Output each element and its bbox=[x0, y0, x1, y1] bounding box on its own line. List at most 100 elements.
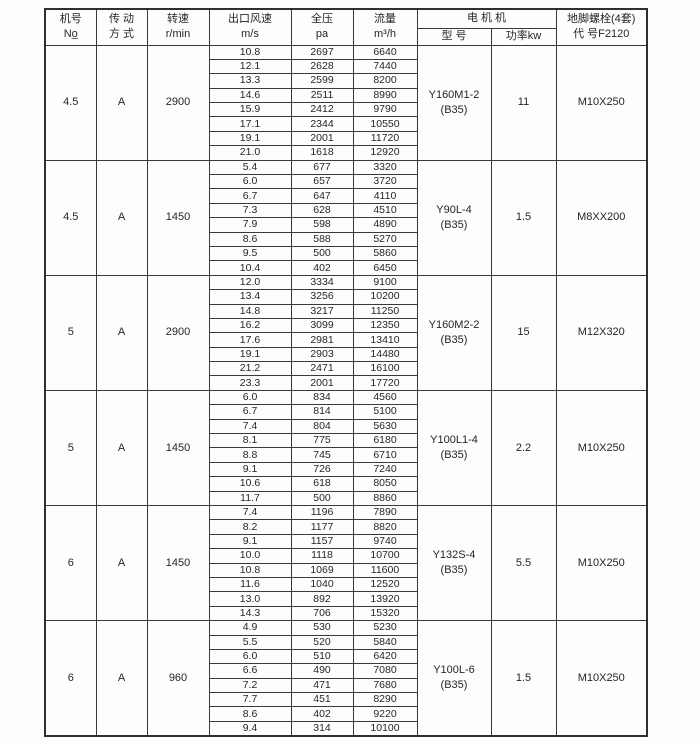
cell-machine-no: 6 bbox=[44, 504, 97, 622]
motor-model-line: Y90L-4 bbox=[436, 203, 472, 216]
cell-flow: 8820 bbox=[352, 519, 418, 535]
cell-outlet-speed: 11.7 bbox=[208, 490, 292, 507]
cell-pressure: 706 bbox=[290, 605, 354, 622]
cell-pressure: 500 bbox=[290, 490, 354, 507]
header-rpm: 转速 r/min bbox=[146, 8, 210, 46]
cell-pressure: 2981 bbox=[290, 332, 354, 348]
cell-flow: 14480 bbox=[352, 346, 418, 363]
cell-flow: 5860 bbox=[352, 245, 418, 262]
cell-pressure: 471 bbox=[290, 677, 354, 694]
cell-flow: 7240 bbox=[352, 461, 418, 478]
table-row: 9.4 314 10100 bbox=[45, 720, 647, 737]
motor-frame-line: (B35) bbox=[440, 333, 468, 346]
table-row: 7.9 598 4890 bbox=[45, 217, 647, 233]
table-row: 8.6 588 5270 bbox=[45, 231, 647, 247]
cell-motor-power: 15 bbox=[490, 274, 557, 391]
cell-pressure: 2001 bbox=[290, 375, 354, 391]
cell-anchor-bolt: M12X320 bbox=[555, 274, 648, 391]
cell-pressure: 2628 bbox=[290, 58, 354, 75]
cell-anchor-bolt: M10X250 bbox=[555, 620, 648, 737]
table-row: 12.1 2628 7440 bbox=[45, 58, 647, 75]
cell-pressure: 451 bbox=[290, 692, 354, 708]
cell-flow: 13410 bbox=[352, 332, 418, 348]
cell-flow: 10100 bbox=[352, 720, 418, 737]
cell-flow: 5840 bbox=[352, 634, 418, 650]
cell-pressure: 500 bbox=[290, 245, 354, 262]
table-row: 16.2 3099 12350 bbox=[45, 317, 647, 334]
table-row: 6.6 490 7080 bbox=[45, 663, 647, 679]
cell-rpm: 1450 bbox=[146, 159, 210, 276]
cell-flow: 8200 bbox=[352, 73, 418, 89]
cell-outlet-speed: 17.1 bbox=[208, 116, 292, 132]
cell-flow: 12520 bbox=[352, 576, 418, 593]
cell-drive-mode: A bbox=[95, 44, 148, 161]
cell-pressure: 510 bbox=[290, 648, 354, 665]
cell-machine-no: 5 bbox=[44, 274, 97, 391]
table-row: 9.1 1157 9740 bbox=[45, 533, 647, 550]
table-row: 21.0 1618 12920 bbox=[45, 145, 647, 161]
cell-pressure: 2903 bbox=[290, 346, 354, 363]
table-row: 10.4 402 6450 bbox=[45, 260, 647, 276]
cell-flow: 16100 bbox=[352, 361, 418, 377]
cell-pressure: 3334 bbox=[290, 274, 354, 291]
cell-outlet-speed: 6.6 bbox=[208, 663, 292, 679]
cell-motor-model: Y100L1-4 (B35) bbox=[416, 389, 492, 507]
table-row: 6.7 814 5100 bbox=[45, 404, 647, 420]
motor-frame-line: (B35) bbox=[440, 218, 468, 231]
cell-outlet-speed: 21.2 bbox=[208, 361, 292, 377]
cell-rpm: 1450 bbox=[146, 504, 210, 622]
header-rpm-line1: 转速 bbox=[167, 13, 189, 26]
cell-pressure: 628 bbox=[290, 202, 354, 219]
cell-pressure: 2001 bbox=[290, 130, 354, 147]
cell-flow: 9100 bbox=[352, 274, 418, 291]
motor-model-line: Y160M2-2 bbox=[428, 318, 480, 331]
cell-motor-model: Y160M2-2 (B35) bbox=[416, 274, 492, 391]
table-header: 机号 No̲ 传 动 方 式 转速 r/min 出口风速 m/s 全压 pa bbox=[44, 8, 648, 46]
cell-pressure: 775 bbox=[290, 433, 354, 449]
cell-outlet-speed: 4.9 bbox=[208, 620, 292, 636]
cell-drive-mode: A bbox=[95, 504, 148, 622]
motor-frame-line: (B35) bbox=[440, 679, 468, 692]
cell-flow: 4560 bbox=[352, 389, 418, 406]
table-row: 14.6 2511 8990 bbox=[45, 87, 647, 104]
cell-flow: 13920 bbox=[352, 591, 418, 607]
cell-flow: 9220 bbox=[352, 706, 418, 722]
cell-motor-power: 1.5 bbox=[490, 620, 557, 737]
header-rpm-line2: r/min bbox=[165, 28, 191, 41]
cell-flow: 6420 bbox=[352, 648, 418, 665]
cell-pressure: 520 bbox=[290, 634, 354, 650]
cell-pressure: 677 bbox=[290, 159, 354, 176]
header-anchor-bolt: 地脚螺栓(4套) 代 号F2120 bbox=[555, 8, 648, 46]
cell-flow: 10700 bbox=[352, 548, 418, 564]
cell-outlet-speed: 8.6 bbox=[208, 706, 292, 722]
cell-flow: 10200 bbox=[352, 289, 418, 305]
table-row: 4.5 A 2900 10.8 2697 6640 Y160M1-2 (B35) 11 M10X2… bbox=[44, 44, 648, 161]
header-outlet-speed: 出口风速 m/s bbox=[208, 8, 292, 46]
cell-motor-power: 5.5 bbox=[490, 504, 557, 622]
cell-outlet-speed: 15.9 bbox=[208, 102, 292, 118]
cell-outlet-speed: 6.0 bbox=[208, 174, 292, 190]
header-machine-no-line1: 机号 bbox=[59, 13, 82, 26]
motor-model-line: Y132S-4 bbox=[432, 549, 476, 562]
cell-outlet-speed: 19.1 bbox=[208, 130, 292, 147]
cell-outlet-speed: 8.6 bbox=[208, 231, 292, 247]
cell-outlet-speed: 7.2 bbox=[208, 677, 292, 694]
header-drive-mode-line1: 传 动 bbox=[108, 13, 135, 26]
cell-outlet-speed: 7.9 bbox=[208, 217, 292, 233]
cell-anchor-bolt: M10X250 bbox=[555, 389, 648, 507]
cell-pressure: 2697 bbox=[290, 44, 354, 60]
cell-flow: 4510 bbox=[352, 202, 418, 219]
cell-motor-model: Y132S-4 (B35) bbox=[416, 504, 492, 622]
header-outlet-speed-line1: 出口风速 bbox=[228, 13, 272, 26]
fan-spec-table: 机号 No̲ 传 动 方 式 转速 r/min 出口风速 m/s 全压 pa bbox=[44, 8, 648, 738]
cell-pressure: 3217 bbox=[290, 303, 354, 319]
cell-outlet-speed: 14.8 bbox=[208, 303, 292, 319]
table-row: 6 A 960 4.9 530 5230 Y100L-6 (B35) 1.5 M10X250 bbox=[44, 620, 648, 737]
cell-machine-no: 6 bbox=[44, 620, 97, 737]
cell-outlet-speed: 9.1 bbox=[208, 533, 292, 550]
cell-motor-power: 11 bbox=[490, 44, 557, 161]
header-motor-power: 功率kw bbox=[490, 27, 557, 46]
cell-outlet-speed: 10.8 bbox=[208, 44, 292, 60]
cell-machine-no: 4.5 bbox=[44, 44, 97, 161]
